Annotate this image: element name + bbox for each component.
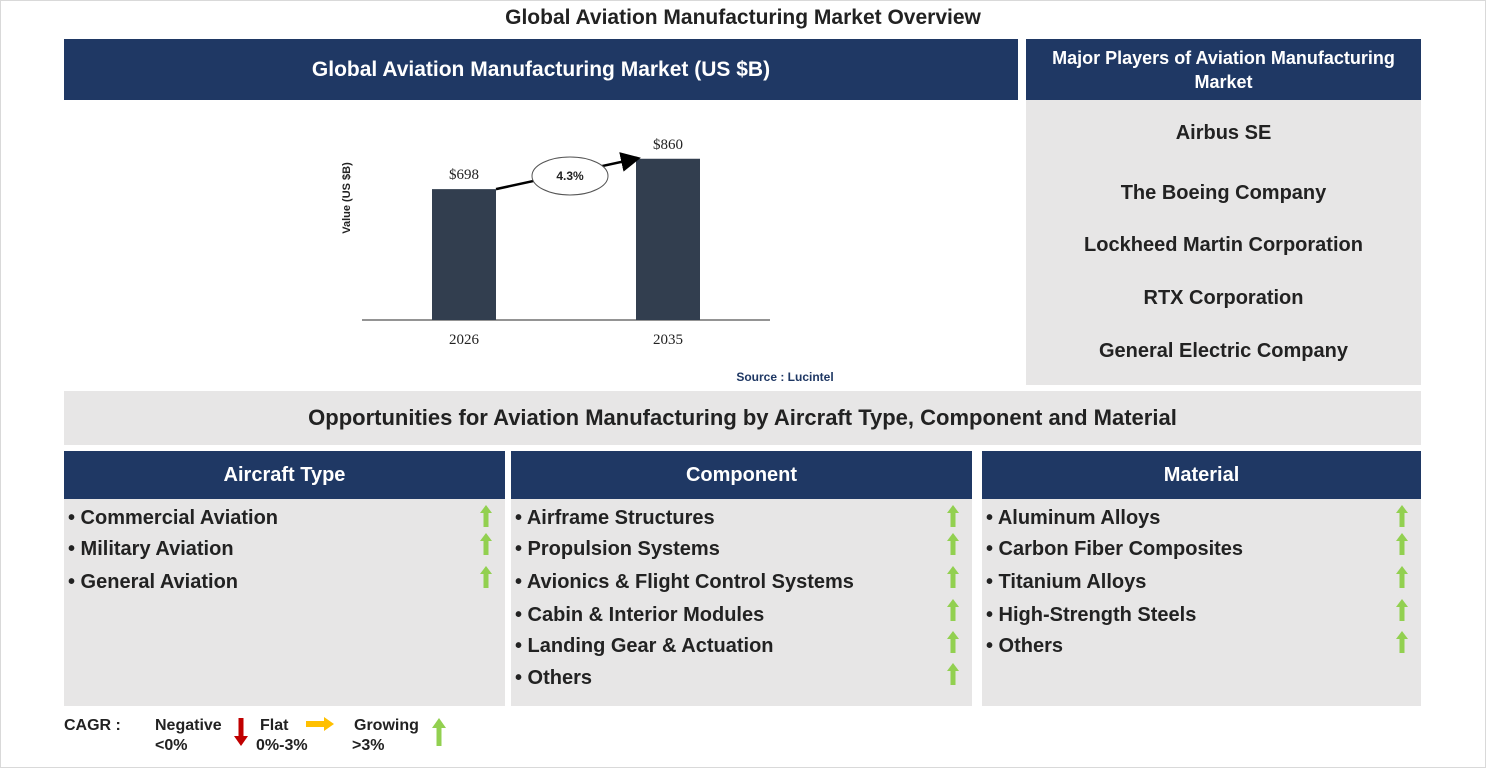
segment-item: • High-Strength Steels	[986, 604, 1197, 626]
x-tick-label-2035: 2035	[653, 332, 683, 348]
players-header: Major Players of Aviation Manufacturing …	[1026, 39, 1421, 100]
data-label-2026: $698	[449, 167, 479, 183]
right-arrow-icon	[306, 717, 334, 731]
segment-header-aircraft-type: Aircraft Type	[64, 451, 505, 499]
segment-item: • Military Aviation	[68, 538, 234, 560]
segment-item: • Titanium Alloys	[986, 571, 1147, 593]
legend-negative-name: Negative	[155, 717, 222, 734]
source-note: Source : Lucintel	[736, 370, 834, 384]
growing-arrow-icon	[947, 663, 959, 685]
legend-negative-range: <0%	[155, 737, 188, 754]
segment-list-aircraft-type: • Commercial Aviation • Military Aviatio…	[64, 499, 505, 706]
players-list: Airbus SE The Boeing Company Lockheed Ma…	[1026, 100, 1421, 385]
player-item: General Electric Company	[1099, 340, 1348, 362]
cagr-ellipse	[531, 156, 609, 196]
bar-chart: Value (US $B) $698 2026 $860 2035 4.3%	[341, 137, 770, 348]
segment-header-material: Material	[982, 451, 1421, 499]
segment-item: • General Aviation	[68, 571, 239, 593]
growing-arrow-icon	[1396, 631, 1408, 653]
segment-list-material: • Aluminum Alloys • Carbon Fiber Composi…	[982, 499, 1421, 706]
data-label-2035: $860	[653, 137, 683, 153]
growing-arrow-icon	[947, 599, 959, 621]
legend-growing-name: Growing	[354, 717, 419, 734]
growing-arrow-icon	[1396, 505, 1408, 527]
bar-2035	[636, 158, 700, 320]
player-item: The Boeing Company	[1120, 182, 1327, 204]
growing-arrow-icon	[947, 533, 959, 555]
opportunities-title: Opportunities for Aviation Manufacturing…	[64, 391, 1421, 445]
segment-item: • Aluminum Alloys	[986, 507, 1161, 529]
growing-arrow-icon	[947, 631, 959, 653]
segment-item: • Carbon Fiber Composites	[986, 538, 1244, 560]
player-item: RTX Corporation	[1143, 287, 1304, 309]
segment-item: • Others	[986, 635, 1064, 657]
segment-list-component: • Airframe Structures • Propulsion Syste…	[511, 499, 972, 706]
growing-arrow-icon	[1396, 533, 1408, 555]
segment-item: • Airframe Structures	[515, 507, 715, 529]
chart-header: Global Aviation Manufacturing Market (US…	[64, 39, 1018, 100]
cagr-label: 4.3%	[556, 169, 584, 183]
growing-arrow-icon	[1396, 566, 1408, 588]
legend-flat-range: 0%-3%	[256, 737, 308, 754]
segment-item: • Avionics & Flight Control Systems	[515, 571, 854, 593]
bar-2026	[432, 189, 496, 320]
segment-item: • Others	[515, 667, 593, 689]
growing-arrow-icon	[947, 505, 959, 527]
legend-growing-range: >3%	[352, 737, 385, 754]
legend-label: CAGR :	[64, 717, 121, 734]
growing-arrow-icon	[1396, 599, 1408, 621]
segment-item: • Commercial Aviation	[68, 507, 279, 529]
player-item: Airbus SE	[1175, 122, 1272, 144]
segment-header-component: Component	[511, 451, 972, 499]
segment-item: • Cabin & Interior Modules	[515, 604, 765, 626]
player-item: Lockheed Martin Corporation	[1084, 234, 1363, 256]
legend-flat-name: Flat	[260, 717, 289, 734]
down-arrow-icon	[234, 718, 248, 746]
growing-arrow-icon	[947, 566, 959, 588]
growing-arrow-icon	[480, 566, 492, 588]
growing-arrow-icon	[480, 505, 492, 527]
x-tick-label-2026: 2026	[449, 332, 480, 348]
page-title: Global Aviation Manufacturing Market Ove…	[505, 6, 981, 29]
y-axis-label: Value (US $B)	[341, 162, 353, 234]
segment-item: • Propulsion Systems	[515, 538, 720, 560]
growing-arrow-icon	[480, 533, 492, 555]
segment-item: • Landing Gear & Actuation	[515, 635, 774, 657]
up-arrow-icon	[432, 718, 446, 746]
